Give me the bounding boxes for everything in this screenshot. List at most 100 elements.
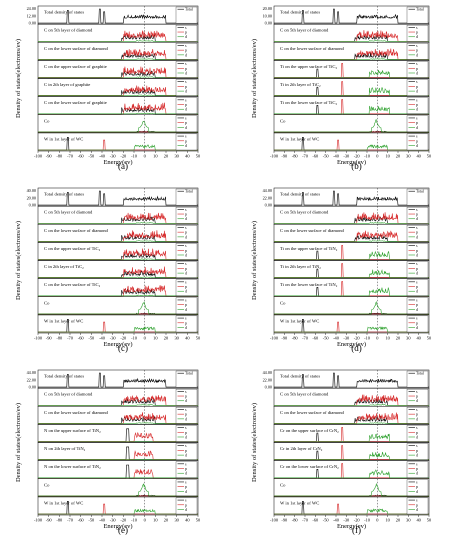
subplot: Total density of states Total 44.00 22.00 0.… [263,187,430,207]
subplot: Ti in 2th layer of TiC₂ spd [273,78,430,97]
legend-label: d [185,144,187,148]
legend-box [406,479,429,497]
subplot: C on the lower surface of TiC₂ spd [37,278,199,297]
y-tick-label: 44.00 [263,370,272,375]
legend-label: s [185,408,187,412]
subplot-frame [273,478,430,498]
legend-box [406,243,429,260]
legend-label: p [416,231,418,235]
legend: spd [175,243,198,260]
legend-label: Total [416,8,424,12]
legend: spd [406,79,429,96]
subplot-label: C on the lower surface of TiC₂ [44,282,101,287]
series-d [38,294,198,297]
x-tick-label: 50 [196,518,201,523]
subplot-label: C on the lower surface of diamond [44,228,108,233]
legend-box [406,97,429,114]
series-d [274,451,429,460]
series-total [274,190,429,206]
legend-label: s [416,317,418,321]
subplot-frame [37,132,199,152]
subplot: C on the upper surface of TiC₂ spd [37,242,199,261]
y-tick-label: 10.00 [263,13,272,18]
x-tick-label: -100 [34,154,43,159]
legend-label: p [185,67,187,71]
x-tick-label: 10 [153,336,158,341]
subplot: C on the lower surface of graphite spd [37,96,199,115]
subplot: Co spd [37,114,199,134]
x-tick-label: -50 [88,518,95,523]
legend: Total [175,6,198,24]
subplot: W in 1st layer of WC spd [273,132,430,152]
legend-label: s [185,116,187,120]
x-tick-label: -20 [120,518,127,523]
legend-label: Total [185,8,193,12]
subplot-label: Ti on the upper surface of TiC₂ [280,64,337,69]
legend-label: p [185,431,187,435]
legend-box [406,443,429,460]
subplot-frame [273,314,430,334]
legend: Total [406,188,429,206]
subplot: W in 1st layer of WC spd [273,496,430,516]
legend-box [175,297,198,315]
x-tick-label: -70 [67,518,74,523]
legend-label: s [416,116,418,120]
series-d [274,240,429,242]
series-d [38,144,198,151]
legend: Total [175,188,198,206]
subplot-label: N on 2th layer of TiN₂ [44,446,86,451]
subplot-label: Cr on the lower surface of CrN₂ [280,464,339,469]
x-tick-label: -40 [333,518,340,523]
legend-label: p [416,121,418,125]
y-axis-label: Density of states(electrons/ev) [15,403,22,482]
legend-label: d [416,508,418,512]
legend-box [406,43,429,60]
subplot: C on the lower surface of diamond spd [273,406,430,425]
series-d [274,87,429,96]
legend-label: p [416,213,418,217]
x-tick-label: 50 [427,154,432,159]
legend-box [406,388,429,406]
subplot: C on 5th layer of diamond spd [37,23,199,43]
subplot: Cr in 2th layer of CrN₂ spd [273,442,430,461]
series-p [274,503,429,515]
series-s [38,233,198,242]
legend-label: d [416,435,418,439]
subplot-label: W in 1st layer of WC [44,136,83,141]
legend-label: p [185,285,187,289]
subplot-label: Total density of states [280,192,320,197]
series-p [38,450,198,460]
legend-label: s [185,244,187,248]
subplot: N on the lower surface of TiN₂ spd [37,460,199,479]
subplot-label: Total density of states [44,192,84,197]
legend-label: d [185,35,187,39]
x-tick-label: -70 [302,336,309,341]
legend-label: Total [416,372,424,376]
legend-label: p [416,67,418,71]
x-tick-label: 40 [185,336,190,341]
legend-label: s [416,390,418,394]
x-axis-label: Energy(ev) [337,159,366,166]
legend-label: Total [185,372,193,376]
legend: spd [175,479,198,497]
legend-label: p [185,303,187,307]
legend-label: p [185,267,187,271]
subplot: W in 1st layer of WC spd [37,314,199,334]
legend-label: p [185,49,187,53]
series-d [274,40,429,42]
series-d [38,120,198,133]
legend-label: d [185,217,187,221]
x-tick-label: -90 [281,154,288,159]
legend: spd [175,315,198,333]
subplot-label: Total density of states [44,10,84,15]
legend-label: d [416,35,418,39]
legend-label: d [185,399,187,403]
x-tick-label: -40 [333,154,340,159]
legend: spd [406,388,429,406]
x-tick-label: -30 [343,336,350,341]
panel-label: (e) [118,525,128,535]
legend-label: p [416,285,418,289]
x-tick-label: 10 [153,518,158,523]
subplot-label: C on the lower surface of graphite [44,100,107,105]
subplot: Co spd [37,296,199,316]
